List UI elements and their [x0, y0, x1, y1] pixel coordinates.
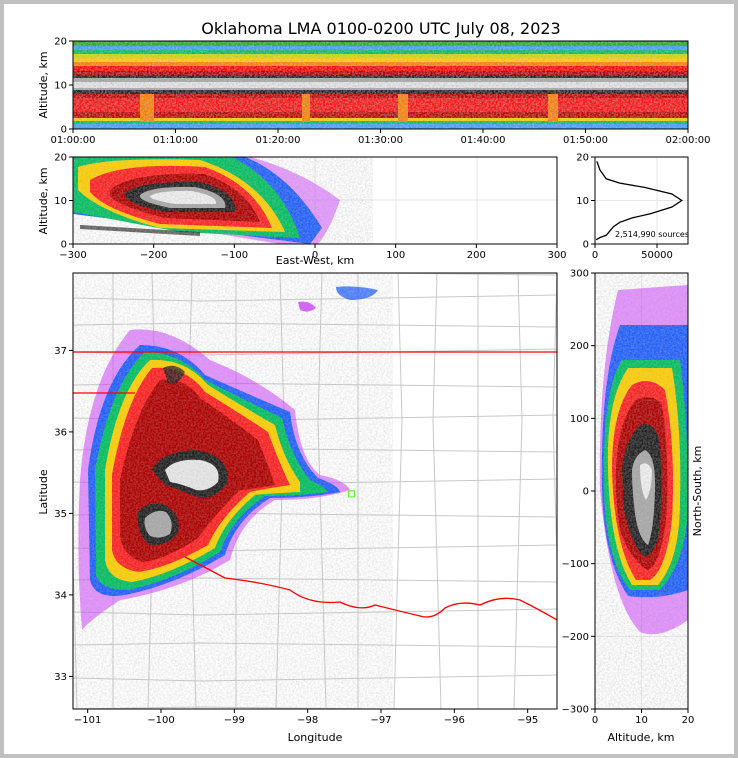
histogram-ytick-label: 20 [576, 153, 589, 164]
north-south-ylabel: North-South, km [691, 446, 704, 537]
plan-view-xtick-label: −98 [297, 715, 318, 726]
time-height-xtick-label: 01:00:00 [51, 135, 96, 146]
plan-view-xtick-label: −101 [74, 715, 101, 726]
plan-view-xtick-label: −97 [370, 715, 391, 726]
time-height-ylabel: Altitude, km [37, 51, 50, 118]
north-south-ytick-label: −300 [562, 705, 589, 716]
plan-view-ytick-label: 36 [54, 427, 67, 438]
plan-view-xtick-label: −95 [517, 715, 538, 726]
east-west-xtick-label: −100 [221, 250, 248, 261]
east-west-xlabel: East-West, km [276, 254, 354, 267]
east-west-density [73, 157, 557, 244]
plan-view-ylabel: Latitude [37, 469, 50, 515]
east-west-xtick-label: −200 [140, 250, 167, 261]
east-west-ytick-label: 0 [61, 240, 67, 251]
time-height-xtick-label: 01:40:00 [461, 135, 506, 146]
source-count-annotation: 2,514,990 sources [615, 230, 689, 239]
north-south-ytick-label: −100 [562, 559, 589, 570]
plan-view-axes: −101 −100 −99 −98 −97 −96 −95 33 34 35 36 37 [54, 346, 538, 726]
east-west-xtick-label: 100 [386, 250, 405, 261]
east-west-xtick-label: −300 [59, 250, 86, 261]
chart-title: Oklahoma LMA 0100-0200 UTC July 08, 2023 [201, 19, 560, 38]
north-south-ytick-label: −200 [562, 632, 589, 643]
time-height-ytick-label: 20 [54, 37, 67, 48]
time-height-xtick-label: 01:50:00 [563, 135, 608, 146]
storm-density [73, 273, 393, 709]
red-river-border [184, 556, 557, 621]
north-south-ytick-label: 300 [570, 269, 589, 280]
east-west-xtick-label: 0 [312, 250, 318, 261]
plan-view-xlabel: Longitude [288, 731, 343, 744]
plan-view-xtick-label: −99 [224, 715, 245, 726]
north-south-xlabel: Altitude, km [607, 731, 674, 744]
plan-view-ytick-label: 34 [54, 590, 67, 601]
time-height-xtick-label: 01:10:00 [153, 135, 198, 146]
east-west-xtick-label: 300 [547, 250, 566, 261]
histogram-xtick-label: 0 [592, 250, 598, 261]
north-south-ytick-label: 200 [570, 341, 589, 352]
time-height-xtick-label: 01:20:00 [256, 135, 301, 146]
altitude-histogram-line [595, 161, 683, 241]
east-west-ytick-label: 10 [54, 196, 67, 207]
time-height-panel: 01:00:00 01:10:00 01:20:00 01:30:00 01:40:00… [37, 37, 710, 147]
plan-view-ytick-label: 33 [54, 672, 67, 683]
histogram-ytick-label: 0 [583, 240, 589, 251]
east-west-ylabel: Altitude, km [37, 167, 50, 234]
north-south-xtick-label: 0 [592, 715, 598, 726]
north-south-xtick-label: 20 [682, 715, 695, 726]
time-height-ytick-label: 10 [54, 81, 67, 92]
histogram-ytick-label: 10 [576, 196, 589, 207]
north-south-ytick-label: 100 [570, 414, 589, 425]
plan-view-panel: −101 −100 −99 −98 −97 −96 −95 33 34 35 36 37 Longit… [37, 272, 558, 744]
east-west-panel: −300 −200 −100 0 100 200 300 0 10 20 East-West, k… [37, 153, 567, 268]
time-height-axes: 01:00:00 01:10:00 01:20:00 01:30:00 01:40:00… [51, 37, 711, 147]
north-south-axes: 0 10 20 −300 −200 −100 0 100 200 300 [562, 269, 695, 727]
plan-view-ytick-label: 37 [54, 346, 67, 357]
histogram-axes: 0 10 20 0 50000 [576, 153, 673, 262]
time-height-density [73, 41, 688, 129]
north-south-panel: 0 10 20 −300 −200 −100 0 100 200 300 Altitude, km… [562, 269, 704, 745]
histogram-xtick-label: 50000 [641, 250, 673, 261]
north-south-xtick-label: 10 [635, 715, 648, 726]
station-marker [348, 490, 356, 498]
plan-view-ytick-label: 35 [54, 509, 67, 520]
east-west-xtick-label: 200 [467, 250, 486, 261]
histogram-panel: 0 10 20 0 50000 2,514,990 sources [576, 153, 689, 262]
time-height-xtick-label: 01:30:00 [358, 135, 403, 146]
time-height-xtick-label: 02:00:00 [666, 135, 711, 146]
east-west-ytick-label: 20 [54, 153, 67, 164]
plan-view-xtick-label: −100 [147, 715, 174, 726]
north-south-ytick-label: 0 [583, 487, 589, 498]
time-height-ytick-label: 0 [61, 125, 67, 136]
east-west-axes: −300 −200 −100 0 100 200 300 0 10 20 [54, 153, 566, 262]
plan-view-xtick-label: −96 [444, 715, 465, 726]
